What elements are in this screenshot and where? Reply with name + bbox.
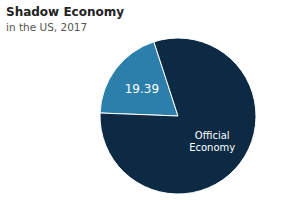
pie-slice — [100, 38, 256, 194]
annotation: OfficialEconomy — [189, 130, 235, 153]
title: Shadow Economy — [6, 5, 124, 19]
chart: Shadow Economy in the US, 2017 19.39 Offici… — [0, 0, 300, 200]
pie — [100, 38, 256, 194]
background — [0, 0, 300, 200]
chart-container: Shadow Economy in the US, 2017 19.39 Offici… — [0, 0, 300, 200]
data-label: 19.39 — [125, 82, 159, 96]
subtitle: in the US, 2017 — [6, 21, 87, 33]
